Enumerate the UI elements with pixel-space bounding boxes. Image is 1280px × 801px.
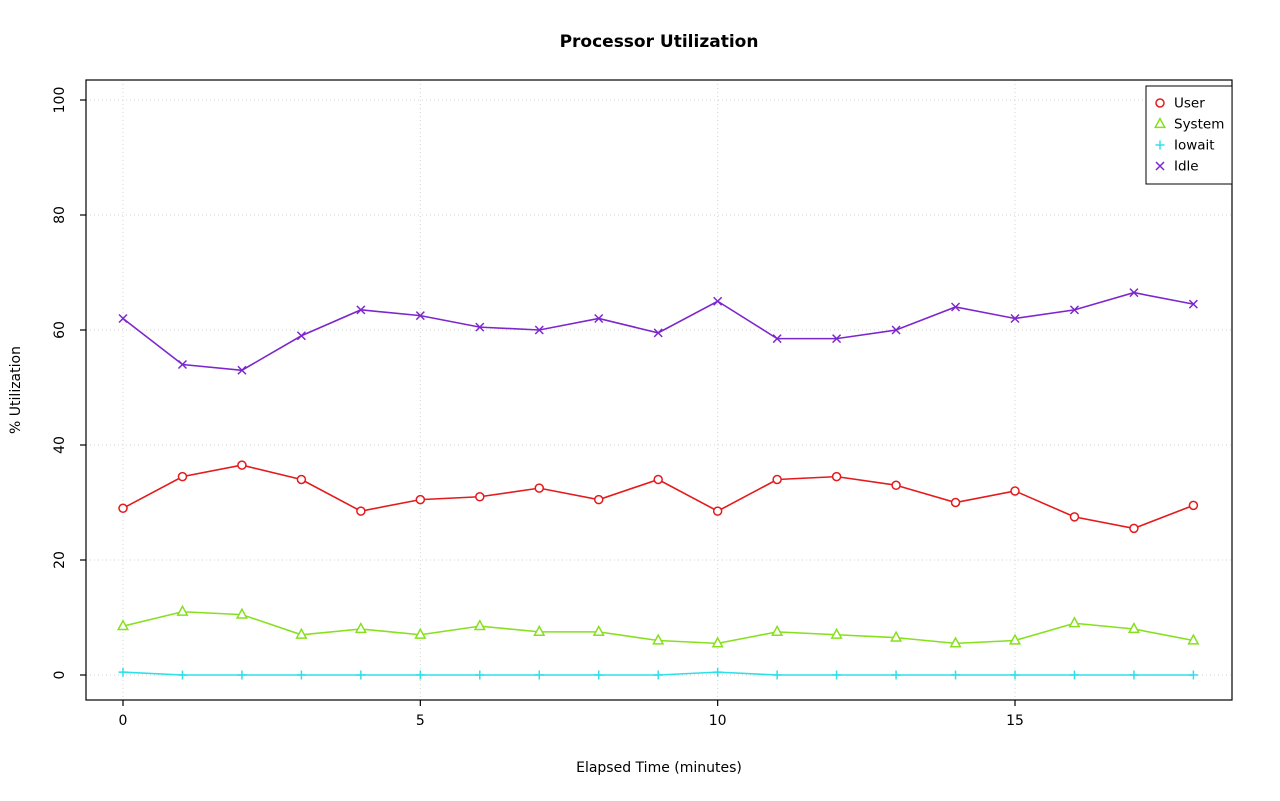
legend-label: Iowait — [1174, 138, 1215, 154]
plot-box — [85, 79, 1233, 701]
grid — [86, 80, 1232, 700]
legend-entry: System — [1153, 117, 1224, 133]
x-tick-label: 0 — [119, 713, 128, 729]
series-idle — [118, 288, 1198, 375]
legend-entry: Iowait — [1155, 138, 1215, 154]
y-tick-label: 0 — [52, 671, 68, 680]
y-tick-label: 80 — [52, 206, 68, 224]
legend: User System Iowait Idle — [1145, 85, 1233, 185]
x-axis-label: Elapsed Time (minutes) — [576, 760, 742, 776]
y-tick-label: 100 — [52, 87, 68, 114]
y-axis-label: % Utilization — [8, 346, 24, 434]
legend-label: Idle — [1174, 159, 1199, 175]
x-tick-label: 15 — [1006, 713, 1024, 729]
x-tick-label: 5 — [416, 713, 425, 729]
legend-entry: Idle — [1155, 159, 1199, 175]
legend-label: User — [1174, 96, 1205, 112]
axes: 0 5 10 15 0 20 40 60 80 100 — [52, 79, 1233, 729]
series-group — [116, 288, 1200, 680]
chart-title: Processor Utilization — [560, 32, 759, 52]
legend-label: System — [1174, 117, 1224, 133]
series-user — [118, 460, 1199, 534]
series-iowait — [118, 667, 1198, 680]
series-system — [116, 604, 1200, 648]
legend-entry: User — [1155, 96, 1205, 112]
y-tick-label: 40 — [52, 436, 68, 454]
y-tick-label: 60 — [52, 321, 68, 339]
x-tick-label: 10 — [709, 713, 727, 729]
y-tick-label: 20 — [52, 551, 68, 569]
